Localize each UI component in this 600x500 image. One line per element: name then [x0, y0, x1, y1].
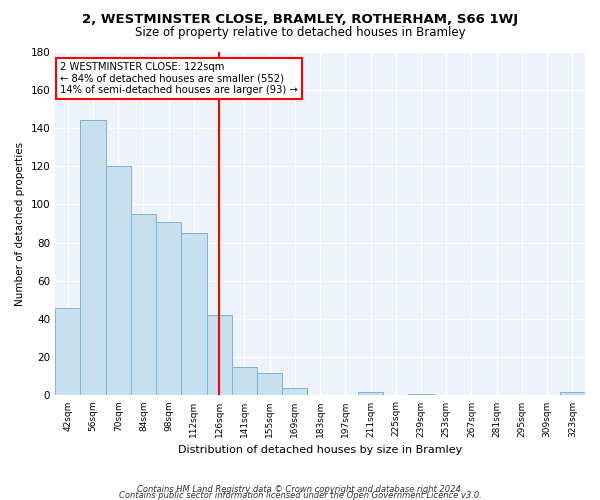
Bar [131, 214, 156, 396]
Bar [282, 388, 307, 396]
Bar [560, 392, 585, 396]
X-axis label: Distribution of detached houses by size in Bramley: Distribution of detached houses by size … [178, 445, 462, 455]
Text: Size of property relative to detached houses in Bramley: Size of property relative to detached ho… [134, 26, 466, 39]
Text: Contains public sector information licensed under the Open Government Licence v3: Contains public sector information licen… [119, 490, 481, 500]
Y-axis label: Number of detached properties: Number of detached properties [15, 142, 25, 306]
Bar [156, 222, 181, 396]
Text: 2, WESTMINSTER CLOSE, BRAMLEY, ROTHERHAM, S66 1WJ: 2, WESTMINSTER CLOSE, BRAMLEY, ROTHERHAM… [82, 12, 518, 26]
Bar [206, 315, 232, 396]
Bar [181, 233, 206, 396]
Bar [80, 120, 106, 396]
Bar [106, 166, 131, 396]
Bar [232, 367, 257, 396]
Text: Contains HM Land Registry data © Crown copyright and database right 2024.: Contains HM Land Registry data © Crown c… [137, 484, 463, 494]
Bar [358, 392, 383, 396]
Bar [257, 372, 282, 396]
Bar [55, 308, 80, 396]
Bar [409, 394, 434, 396]
Text: 2 WESTMINSTER CLOSE: 122sqm
← 84% of detached houses are smaller (552)
14% of se: 2 WESTMINSTER CLOSE: 122sqm ← 84% of det… [61, 62, 298, 95]
